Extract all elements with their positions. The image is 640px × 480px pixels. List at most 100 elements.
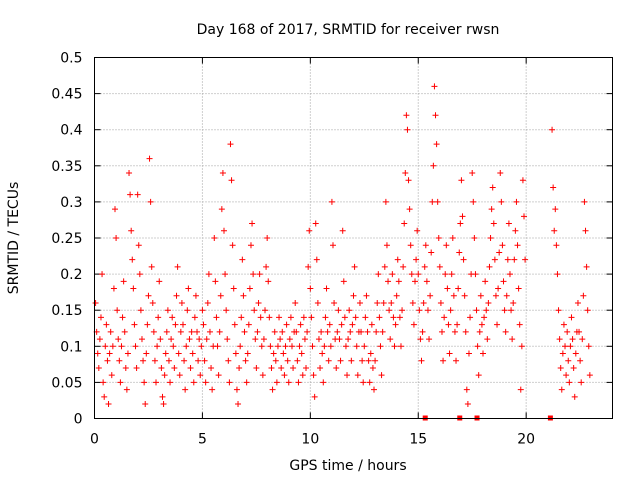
chart-title: Day 168 of 2017, SRMTID for receiver rws… bbox=[197, 22, 500, 38]
y-tick-label: 0.05 bbox=[51, 375, 82, 391]
data-point bbox=[264, 235, 271, 241]
data-point bbox=[404, 126, 411, 133]
data-point bbox=[521, 213, 528, 220]
data-point bbox=[577, 357, 584, 364]
data-point bbox=[379, 328, 386, 335]
data-point bbox=[501, 307, 508, 314]
data-point bbox=[476, 328, 483, 335]
data-point bbox=[470, 198, 477, 205]
data-point bbox=[570, 364, 577, 371]
data-point bbox=[490, 220, 497, 227]
data-point bbox=[131, 321, 138, 328]
data-point bbox=[145, 292, 152, 299]
data-point bbox=[454, 321, 461, 328]
data-point bbox=[414, 227, 421, 234]
data-point bbox=[195, 357, 202, 364]
data-point bbox=[486, 263, 493, 270]
data-point bbox=[453, 357, 460, 364]
data-point bbox=[250, 271, 257, 278]
data-point bbox=[285, 379, 292, 386]
data-point bbox=[265, 278, 272, 285]
data-point bbox=[155, 314, 162, 321]
data-point bbox=[272, 357, 279, 364]
data-point bbox=[223, 307, 230, 314]
data-point bbox=[198, 343, 205, 350]
data-point bbox=[494, 321, 501, 328]
data-point bbox=[363, 292, 370, 299]
data-point bbox=[569, 336, 576, 343]
data-point bbox=[432, 112, 439, 119]
data-point bbox=[314, 299, 321, 306]
data-point bbox=[279, 328, 286, 335]
data-point bbox=[159, 393, 166, 400]
data-point bbox=[215, 372, 222, 379]
data-point bbox=[140, 357, 147, 364]
data-point bbox=[142, 401, 149, 408]
data-point bbox=[480, 350, 486, 357]
data-point bbox=[106, 350, 113, 357]
data-point bbox=[347, 328, 354, 335]
data-point bbox=[471, 235, 478, 241]
data-point bbox=[406, 206, 413, 213]
data-point bbox=[326, 321, 333, 328]
data-point bbox=[391, 343, 398, 350]
data-point bbox=[334, 328, 341, 335]
data-point bbox=[149, 299, 156, 306]
data-point bbox=[290, 364, 297, 371]
data-point bbox=[372, 357, 379, 364]
data-point bbox=[554, 271, 561, 278]
data-point bbox=[340, 278, 347, 285]
y-tick-label: 0.35 bbox=[51, 159, 82, 175]
data-point bbox=[515, 285, 522, 292]
data-point bbox=[557, 364, 564, 371]
data-point bbox=[287, 314, 294, 321]
data-point bbox=[286, 336, 293, 343]
data-point bbox=[431, 83, 438, 90]
data-point bbox=[324, 328, 331, 335]
data-point bbox=[105, 401, 112, 408]
data-point bbox=[307, 285, 314, 292]
data-point bbox=[508, 307, 515, 314]
data-points bbox=[92, 83, 593, 421]
data-point bbox=[185, 285, 192, 292]
data-point bbox=[437, 299, 444, 306]
data-point bbox=[133, 364, 140, 371]
data-point bbox=[474, 343, 481, 350]
data-point bbox=[460, 256, 467, 263]
data-point bbox=[179, 321, 186, 328]
data-point bbox=[127, 191, 134, 198]
data-point bbox=[100, 379, 107, 386]
data-point bbox=[386, 307, 393, 314]
data-point bbox=[582, 227, 589, 234]
data-point bbox=[200, 321, 207, 328]
data-point bbox=[218, 206, 225, 213]
data-point bbox=[345, 336, 352, 343]
data-point bbox=[436, 263, 443, 270]
data-point bbox=[251, 307, 258, 314]
data-point bbox=[135, 242, 142, 249]
data-point bbox=[274, 343, 281, 350]
data-point bbox=[196, 336, 203, 343]
data-point bbox=[499, 242, 506, 249]
data-point bbox=[144, 321, 151, 328]
data-point bbox=[473, 307, 480, 314]
data-point bbox=[205, 271, 212, 278]
data-point bbox=[300, 314, 307, 321]
data-point bbox=[150, 328, 157, 335]
data-point bbox=[298, 350, 305, 357]
data-point bbox=[359, 357, 366, 364]
data-point bbox=[249, 220, 256, 227]
data-point bbox=[565, 357, 572, 364]
data-point bbox=[518, 343, 525, 350]
data-point bbox=[240, 292, 247, 299]
data-point bbox=[348, 357, 355, 364]
data-point bbox=[478, 321, 485, 328]
data-point bbox=[489, 184, 496, 191]
y-tick-label: 0.5 bbox=[60, 51, 82, 67]
data-point bbox=[165, 357, 172, 364]
data-point bbox=[576, 328, 583, 335]
data-point bbox=[154, 343, 161, 350]
data-point bbox=[306, 227, 313, 234]
data-point bbox=[204, 299, 211, 306]
data-point bbox=[138, 336, 145, 343]
